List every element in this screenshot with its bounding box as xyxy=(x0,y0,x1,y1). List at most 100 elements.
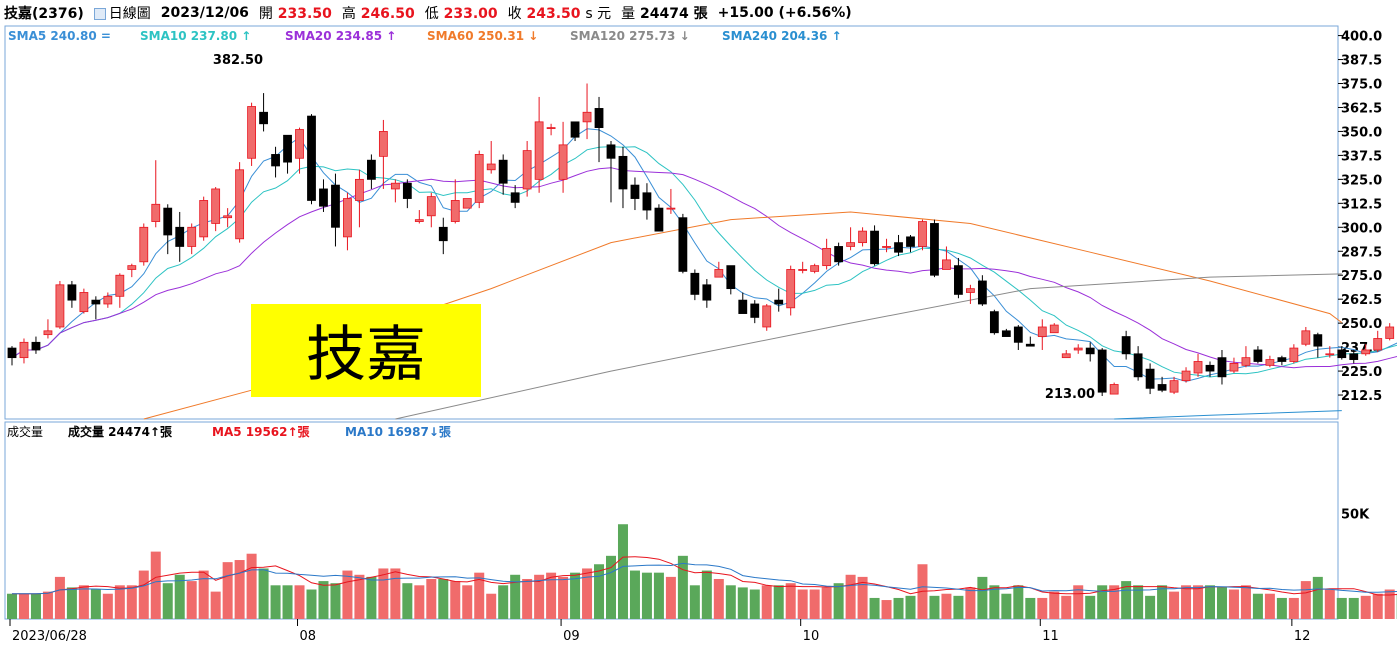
candle-body xyxy=(1373,338,1383,351)
candle-body xyxy=(1349,353,1359,360)
candle-body xyxy=(295,129,304,159)
volume-bar xyxy=(150,551,161,619)
volume-bar xyxy=(18,593,29,619)
candle-body xyxy=(450,200,460,222)
high-price: 高 246.50 xyxy=(341,6,415,22)
volume-bar xyxy=(1264,593,1275,619)
volume-axis: 50K xyxy=(1341,508,1370,523)
volume-bar xyxy=(1121,581,1132,619)
volume-bar xyxy=(821,587,832,619)
candle-body xyxy=(678,217,688,272)
price-tick-label: 275.0 xyxy=(1341,269,1382,284)
volume-bar xyxy=(617,524,628,619)
volume-bar xyxy=(857,576,868,619)
price-change: +15.00 (+6.56%) xyxy=(717,5,852,21)
candle-body xyxy=(558,144,568,180)
candle-body xyxy=(355,178,364,201)
candle-body xyxy=(163,207,173,236)
checkbox-icon[interactable] xyxy=(93,8,106,20)
candle-body xyxy=(582,111,592,123)
volume-bar xyxy=(510,574,521,619)
candle-body xyxy=(175,226,185,247)
candle-body xyxy=(259,111,268,125)
period-label[interactable]: 日線圖 xyxy=(93,3,151,23)
volume-bar xyxy=(1193,585,1204,619)
volume-bar xyxy=(1025,597,1036,619)
volume-bar xyxy=(929,595,940,619)
volume-bar xyxy=(282,585,293,619)
candles xyxy=(7,83,1395,396)
volume-bar xyxy=(881,600,892,619)
volume-bar xyxy=(1145,595,1156,619)
candle-body xyxy=(1085,347,1095,355)
volume-bar xyxy=(126,585,137,619)
candle-body xyxy=(666,207,676,210)
volume-bar xyxy=(1109,585,1120,619)
volume-bar xyxy=(162,583,173,619)
candle-body xyxy=(726,265,736,290)
candle-body xyxy=(618,155,628,190)
volume-bar xyxy=(809,589,820,619)
candle-body xyxy=(894,242,903,253)
volume-bar xyxy=(330,583,341,619)
candle-body xyxy=(43,330,53,336)
candle-body xyxy=(1265,359,1275,366)
candle-body xyxy=(966,288,975,293)
sma10-line xyxy=(11,146,1397,378)
candle-body xyxy=(858,230,867,244)
candle-body xyxy=(1289,347,1299,362)
volume-bar xyxy=(42,591,53,619)
volume-bar xyxy=(606,555,616,619)
volume-bar xyxy=(941,593,952,619)
ma-legend-item: SMA5 240.80 = xyxy=(8,29,111,43)
candle-body xyxy=(199,200,209,238)
candle-body xyxy=(103,295,113,305)
volume-bar xyxy=(1061,595,1072,619)
price-tick-label: 362.5 xyxy=(1341,101,1382,116)
volume-bar xyxy=(1252,593,1263,619)
candle-body xyxy=(343,198,352,238)
volume-bar xyxy=(210,591,221,619)
volume-bar xyxy=(378,568,389,619)
volume-bar xyxy=(1013,585,1024,619)
volume-bar xyxy=(713,578,724,619)
price-tick-label: 225.0 xyxy=(1341,365,1382,380)
candle-body xyxy=(1325,353,1335,356)
volume-bar xyxy=(258,568,269,619)
date-tick-label: 11 xyxy=(1042,629,1059,644)
candle-body xyxy=(906,236,915,247)
candle-body xyxy=(834,246,844,263)
volume-bar xyxy=(1360,595,1371,619)
sma20-line xyxy=(11,167,1397,369)
candle-body xyxy=(462,198,472,209)
volume-bar xyxy=(1288,597,1299,619)
candle-body xyxy=(1385,326,1395,339)
volume-bar xyxy=(905,595,916,619)
stock-name: 技嘉(2376) xyxy=(4,6,84,22)
candle-body xyxy=(762,305,772,328)
volume-bar xyxy=(522,578,533,619)
candle-body xyxy=(247,106,257,159)
volume-bar xyxy=(1049,591,1060,619)
volume-bar xyxy=(797,589,808,619)
candle-body xyxy=(366,159,376,180)
price-tick-label: 375.0 xyxy=(1341,78,1382,93)
volume-bar xyxy=(1157,585,1168,619)
candle-body xyxy=(606,144,616,159)
ma-legend-item: SMA240 204.36 ↑ xyxy=(722,29,842,43)
volume-bar xyxy=(737,587,748,619)
ma-legend-item: SMA120 275.73 ↓ xyxy=(570,29,690,43)
volume-bar xyxy=(102,593,113,619)
candle-body xyxy=(390,182,400,190)
volume-bar xyxy=(761,585,772,619)
candle-body xyxy=(319,188,328,207)
ma-legend-item: SMA60 250.31 ↓ xyxy=(427,29,538,43)
volume-bar xyxy=(534,574,545,619)
candle-body xyxy=(1301,330,1311,345)
candle-body xyxy=(223,215,233,219)
candle-body xyxy=(1025,343,1035,347)
price-tick-label: 300.0 xyxy=(1341,221,1382,236)
volume-bar xyxy=(1276,597,1287,619)
volume-ma-lines xyxy=(12,556,1397,596)
volume-bar xyxy=(677,555,688,619)
